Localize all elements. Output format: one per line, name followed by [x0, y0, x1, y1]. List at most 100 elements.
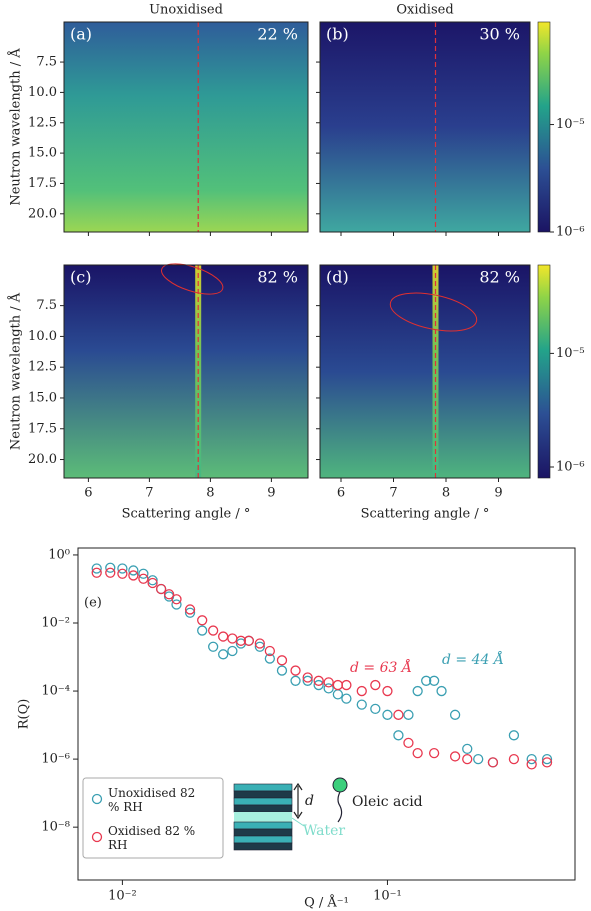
data-point [382, 709, 393, 720]
data-point [218, 649, 229, 660]
legend-marker [91, 793, 103, 805]
y-tick-label: 10⁻⁴ [41, 684, 70, 699]
data-point [370, 679, 381, 691]
data-point [541, 757, 553, 768]
y-axis-label: R(Q) [17, 699, 32, 730]
highlight-ellipse [389, 292, 478, 332]
y-tick-label: 10⁻⁶ [41, 752, 70, 767]
panel-label: (d) [326, 268, 349, 287]
data-point [276, 665, 288, 676]
colorbar [537, 264, 551, 479]
humidity-label: 22 % [257, 25, 298, 44]
colorbar [537, 21, 551, 233]
panel-title: Oxidised [396, 3, 453, 18]
humidity-label: 30 % [479, 25, 520, 44]
x-tick-label: 7 [145, 486, 153, 501]
axes-frame [319, 21, 531, 233]
x-tick-label: 8 [206, 486, 214, 501]
data-point [332, 689, 344, 700]
panel-label: (b) [326, 25, 349, 44]
data-point [117, 568, 128, 579]
colorbar-tick-label: 10⁻⁶ [556, 225, 585, 240]
data-point [290, 665, 301, 676]
data-point [428, 747, 440, 759]
data-point [218, 631, 229, 642]
data-point [155, 583, 167, 595]
data-point [421, 675, 432, 686]
axes-frame [77, 547, 576, 881]
x-tick-label: 9 [267, 486, 275, 501]
data-point [403, 737, 414, 749]
legend-label: Oxidised 82 % RH [108, 824, 196, 852]
y-tick-label: 15.0 [28, 146, 57, 161]
data-point [290, 675, 301, 686]
y-tick-label: 20.0 [28, 206, 57, 221]
y-tick-label: 10.0 [28, 85, 57, 100]
data-point [302, 672, 313, 683]
x-tick-label: 7 [389, 486, 397, 501]
data-point [341, 693, 352, 704]
data-point [208, 641, 219, 652]
data-point [341, 679, 352, 691]
data-point [382, 685, 393, 697]
data-point [254, 641, 265, 652]
data-point [208, 625, 219, 636]
data-point [138, 568, 149, 579]
colorbar-tick-label: 10⁻⁶ [556, 459, 585, 474]
spacing-annotation: d = 63 Å [350, 658, 412, 676]
data-point [393, 709, 404, 720]
data-point [412, 685, 423, 697]
y-axis-label: Neutron wavelength / Å [8, 48, 24, 206]
y-tick-label: 10⁰ [48, 547, 70, 562]
y-tick-label: 17.5 [28, 421, 57, 436]
data-point [254, 638, 265, 649]
data-point [462, 743, 473, 755]
data-point [243, 635, 255, 646]
data-point [302, 675, 313, 686]
data-point [184, 607, 196, 618]
data-point [91, 567, 102, 578]
data-point [227, 645, 238, 657]
inset-label: Oleic acid [352, 794, 423, 810]
data-point [370, 703, 381, 714]
highlight-ellipse [161, 263, 224, 295]
y-tick-label: 7.5 [36, 298, 57, 313]
axes-frame [63, 21, 309, 233]
x-axis-label: Scattering angle / ° [361, 507, 490, 522]
legend-box [82, 777, 224, 859]
spacing-annotation: d = 44 Å [442, 650, 504, 668]
heatmap-image [320, 265, 530, 478]
x-axis-label: Scattering angle / ° [122, 507, 251, 522]
data-point [105, 562, 116, 573]
data-point [436, 685, 447, 697]
y-tick-label: 7.5 [36, 55, 57, 70]
data-point [171, 599, 182, 610]
data-point [462, 753, 473, 765]
y-tick-label: 12.5 [28, 115, 57, 130]
axes-frame [319, 264, 531, 479]
colorbar-tick-label: 10⁻⁵ [556, 346, 585, 361]
inset-label: Water [303, 823, 345, 839]
inset [233, 777, 348, 851]
x-tick-label: 8 [442, 486, 450, 501]
data-point [449, 751, 461, 762]
data-point [128, 565, 139, 576]
heatmap-image [64, 265, 308, 478]
y-axis-label: Neutron wavelength / Å [8, 292, 24, 450]
data-point [197, 615, 208, 626]
data-point [163, 589, 175, 600]
data-point [403, 709, 414, 720]
x-tick-label: 10⁻¹ [373, 889, 402, 904]
y-tick-label: 17.5 [28, 176, 57, 191]
legend-marker [91, 831, 103, 843]
heatmap-image [320, 22, 530, 232]
data-point [393, 730, 404, 741]
data-point [332, 679, 344, 691]
data-point [138, 573, 149, 584]
data-point [449, 709, 461, 720]
data-point [526, 759, 537, 770]
data-point [412, 747, 423, 759]
panel-title: Unoxidised [149, 3, 223, 18]
axes-frame [63, 264, 309, 479]
y-tick-label: 10.0 [28, 329, 57, 344]
